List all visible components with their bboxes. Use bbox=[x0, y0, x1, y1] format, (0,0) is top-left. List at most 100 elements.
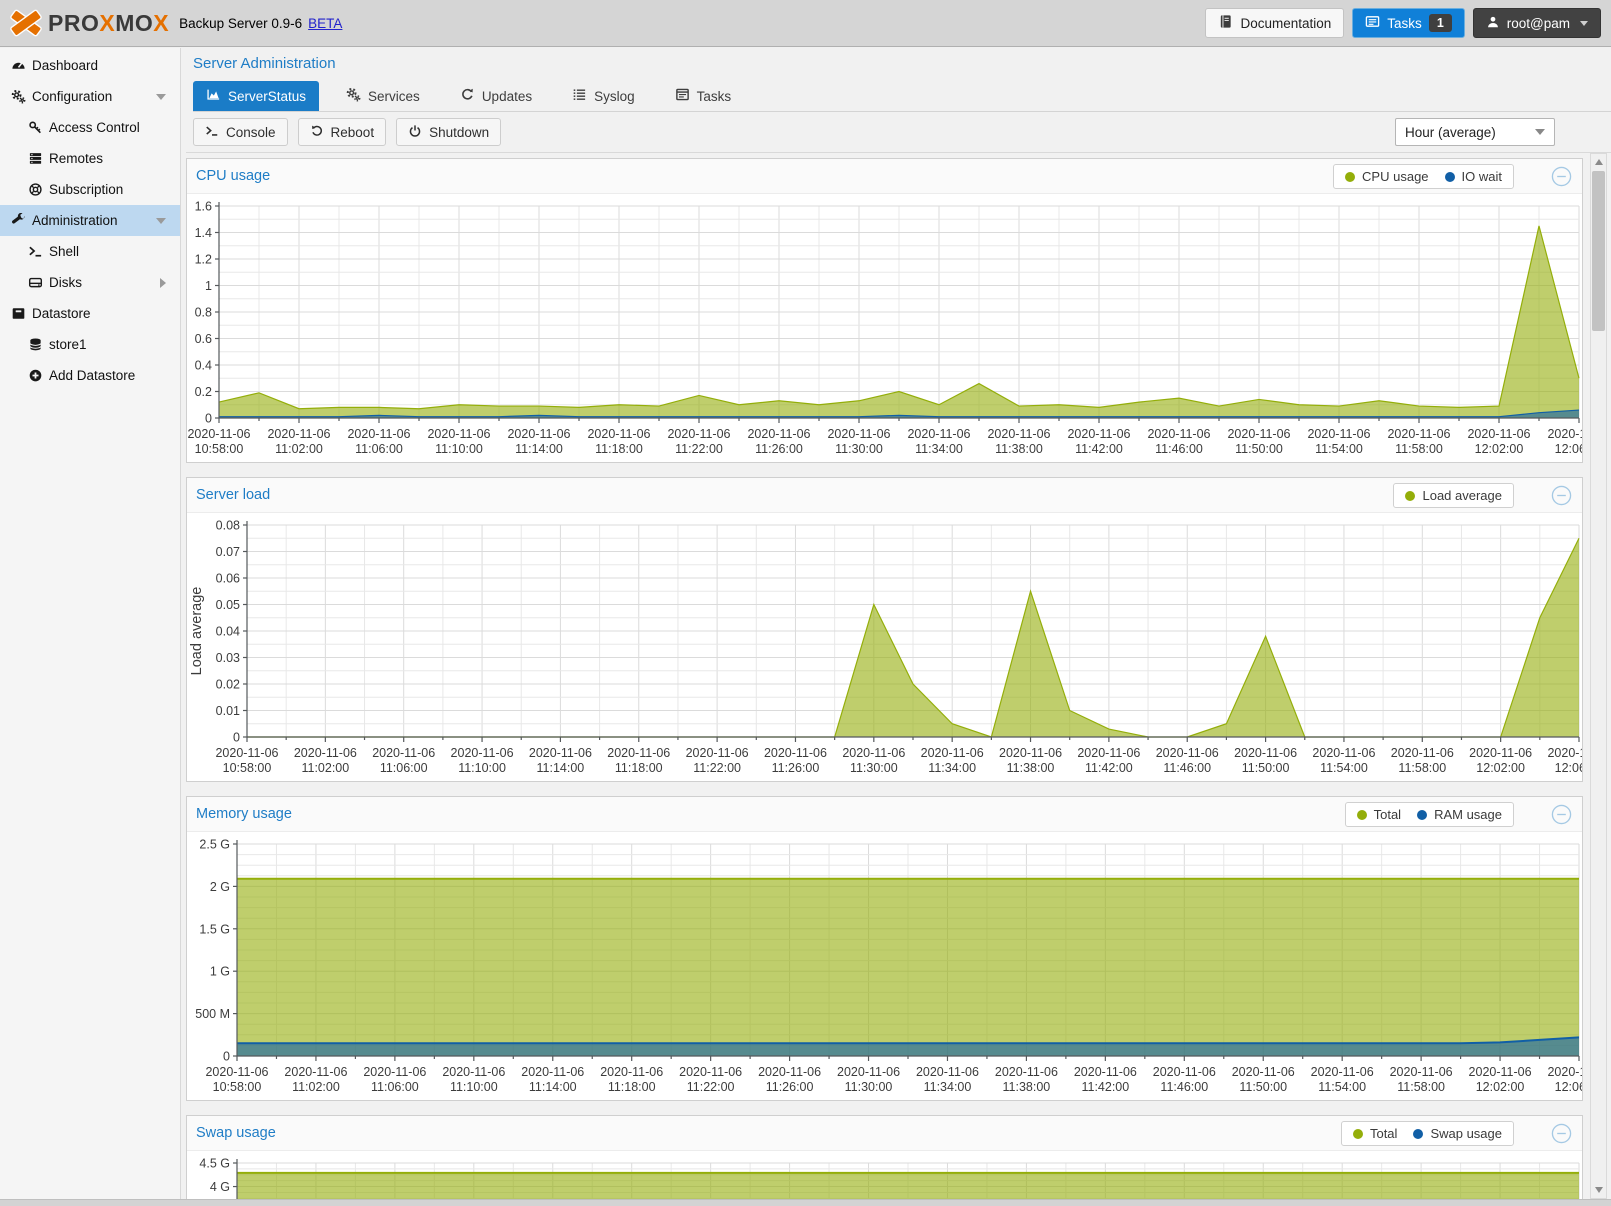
vertical-scrollbar bbox=[1590, 153, 1607, 1199]
legend-item[interactable]: Total bbox=[1356, 807, 1401, 822]
sidebar-item-shell[interactable]: Shell bbox=[0, 236, 180, 267]
app-header: PROXMOX Backup Server 0.9-6 BETA Documen… bbox=[0, 0, 1611, 47]
toolbar: Console Reboot Shutdown Hour (average) bbox=[186, 112, 1611, 153]
list-icon bbox=[572, 87, 587, 105]
svg-text:2020-11-06: 2020-11-06 bbox=[1147, 427, 1210, 441]
svg-text:2020-11-06: 2020-11-06 bbox=[842, 746, 905, 760]
svg-text:10:58:00: 10:58:00 bbox=[195, 442, 244, 456]
sidebar-item-subscription[interactable]: Subscription bbox=[0, 174, 180, 205]
svg-text:10:58:00: 10:58:00 bbox=[213, 1080, 262, 1094]
main-area: Server Administration ServerStatus Servi… bbox=[186, 48, 1611, 1206]
svg-text:2020-11-06: 2020-11-06 bbox=[1074, 1065, 1137, 1079]
svg-text:2020-11-06: 2020-11-06 bbox=[521, 1065, 584, 1079]
svg-text:11:18:00: 11:18:00 bbox=[595, 442, 643, 456]
legend: Load average bbox=[1393, 483, 1514, 508]
power-icon bbox=[408, 124, 422, 141]
legend-item[interactable]: Load average bbox=[1405, 488, 1502, 503]
svg-text:11:58:00: 11:58:00 bbox=[1397, 1080, 1445, 1094]
svg-text:11:50:00: 11:50:00 bbox=[1242, 761, 1290, 775]
reboot-button[interactable]: Reboot bbox=[297, 118, 387, 146]
documentation-button[interactable]: Documentation bbox=[1205, 8, 1345, 38]
chevron-down-icon bbox=[1535, 129, 1545, 135]
timeframe-select[interactable]: Hour (average) bbox=[1395, 118, 1555, 146]
tasks-button[interactable]: Tasks 1 bbox=[1352, 8, 1465, 38]
beta-link[interactable]: BETA bbox=[308, 15, 343, 31]
tab-services[interactable]: Services bbox=[333, 81, 433, 111]
svg-text:11:38:00: 11:38:00 bbox=[1007, 761, 1055, 775]
panel-title: CPU usage bbox=[196, 168, 271, 184]
server-stack-icon bbox=[27, 151, 43, 167]
svg-text:2020-11-06: 2020-11-06 bbox=[451, 746, 514, 760]
svg-text:2020-11-06: 2020-11-06 bbox=[995, 1065, 1058, 1079]
scroll-down-arrow[interactable] bbox=[1595, 1187, 1603, 1193]
sidebar-item-remotes[interactable]: Remotes bbox=[0, 143, 180, 174]
chevron-down-icon bbox=[1580, 20, 1588, 26]
panel-memory-usage: Memory usage Total RAM usage 0 500 M 1 G 1.… bbox=[186, 796, 1583, 1101]
sidebar-item-access-control[interactable]: Access Control bbox=[0, 112, 180, 143]
svg-text:11:46:00: 11:46:00 bbox=[1155, 442, 1203, 456]
svg-text:11:06:00: 11:06:00 bbox=[371, 1080, 419, 1094]
svg-text:2020-11-06: 2020-11-06 bbox=[347, 427, 410, 441]
svg-text:11:54:00: 11:54:00 bbox=[1315, 442, 1363, 456]
svg-text:11:34:00: 11:34:00 bbox=[915, 442, 963, 456]
svg-text:0.08: 0.08 bbox=[216, 519, 240, 533]
legend-item[interactable]: Total bbox=[1352, 1126, 1397, 1141]
svg-text:11:30:00: 11:30:00 bbox=[845, 1080, 893, 1094]
svg-text:0.6: 0.6 bbox=[195, 332, 212, 346]
sidebar-item-add-datastore[interactable]: Add Datastore bbox=[0, 360, 180, 391]
sidebar-item-dashboard[interactable]: Dashboard bbox=[0, 50, 180, 81]
svg-text:2020-11-06: 2020-11-06 bbox=[1547, 746, 1582, 760]
svg-text:11:38:00: 11:38:00 bbox=[995, 442, 1043, 456]
sidebar-item-store1[interactable]: store1 bbox=[0, 329, 180, 360]
tab-tasks[interactable]: Tasks bbox=[662, 81, 745, 111]
legend-item[interactable]: RAM usage bbox=[1417, 807, 1502, 822]
svg-text:2020-11-06: 2020-11-06 bbox=[205, 1065, 268, 1079]
sidebar-item-configuration[interactable]: Configuration bbox=[0, 81, 180, 112]
page-title: Server Administration bbox=[193, 55, 336, 72]
sidebar-item-disks[interactable]: Disks bbox=[0, 267, 180, 298]
collapse-panel-button[interactable] bbox=[1551, 804, 1572, 825]
shutdown-button[interactable]: Shutdown bbox=[396, 118, 502, 146]
gears-icon bbox=[346, 87, 361, 105]
svg-text:11:22:00: 11:22:00 bbox=[687, 1080, 735, 1094]
tab-updates[interactable]: Updates bbox=[447, 81, 545, 111]
scrollbar-thumb[interactable] bbox=[1592, 171, 1605, 331]
console-button[interactable]: Console bbox=[193, 118, 288, 146]
legend-dot bbox=[1417, 809, 1428, 820]
svg-text:1 G: 1 G bbox=[210, 965, 230, 979]
svg-text:2.5 G: 2.5 G bbox=[199, 838, 230, 852]
tab-serverstatus[interactable]: ServerStatus bbox=[193, 81, 320, 111]
legend-dot bbox=[1413, 1128, 1424, 1139]
legend-item[interactable]: CPU usage bbox=[1345, 169, 1429, 184]
legend-item[interactable]: Swap usage bbox=[1413, 1126, 1502, 1141]
svg-text:2020-11-06: 2020-11-06 bbox=[1156, 746, 1219, 760]
tab-syslog[interactable]: Syslog bbox=[559, 81, 648, 111]
user-menu-button[interactable]: root@pam bbox=[1472, 8, 1601, 38]
svg-text:2020-11-06: 2020-11-06 bbox=[600, 1065, 663, 1079]
svg-text:2020-11-06: 2020-11-06 bbox=[1312, 746, 1375, 760]
svg-text:0.06: 0.06 bbox=[216, 572, 240, 586]
svg-text:2020-11-06: 2020-11-06 bbox=[1547, 427, 1582, 441]
svg-text:11:06:00: 11:06:00 bbox=[355, 442, 403, 456]
legend-item[interactable]: IO wait bbox=[1444, 169, 1502, 184]
chevron-down-icon bbox=[156, 217, 166, 224]
svg-text:2020-11-06: 2020-11-06 bbox=[427, 427, 490, 441]
collapse-panel-button[interactable] bbox=[1551, 166, 1572, 187]
svg-text:11:14:00: 11:14:00 bbox=[529, 1080, 577, 1094]
svg-text:11:34:00: 11:34:00 bbox=[928, 761, 976, 775]
scroll-up-arrow[interactable] bbox=[1595, 159, 1603, 165]
panel-cpu-usage: CPU usage CPU usage IO wait 0 0.2 0.4 0.6 0.… bbox=[186, 158, 1583, 463]
svg-text:11:26:00: 11:26:00 bbox=[755, 442, 803, 456]
svg-text:2020-11-06: 2020-11-06 bbox=[363, 1065, 426, 1079]
svg-text:0.4: 0.4 bbox=[195, 359, 212, 373]
task-list-icon bbox=[1365, 14, 1380, 32]
collapse-panel-button[interactable] bbox=[1551, 1123, 1572, 1144]
svg-text:11:46:00: 11:46:00 bbox=[1160, 1080, 1208, 1094]
sidebar-item-administration[interactable]: Administration bbox=[0, 205, 180, 236]
svg-text:0.05: 0.05 bbox=[216, 598, 240, 612]
sidebar-item-datastore[interactable]: Datastore bbox=[0, 298, 180, 329]
collapse-panel-button[interactable] bbox=[1551, 485, 1572, 506]
svg-text:2 G: 2 G bbox=[210, 880, 230, 894]
